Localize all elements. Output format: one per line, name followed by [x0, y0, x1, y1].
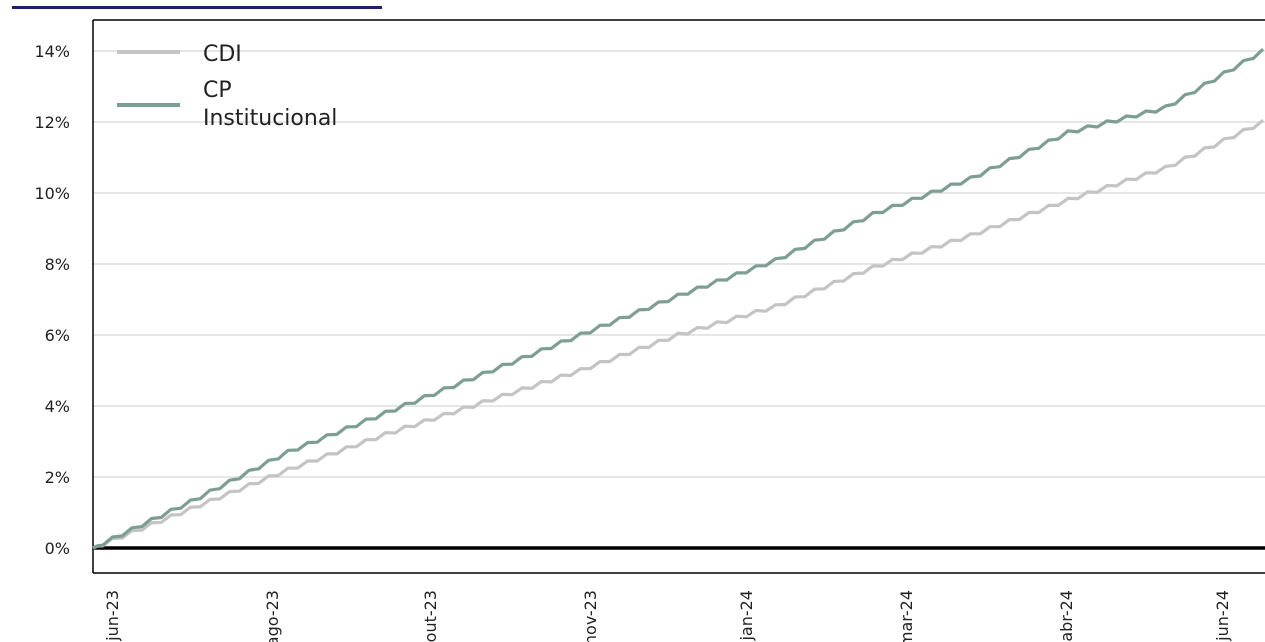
x-tick-label: out-23	[421, 590, 440, 642]
x-axis-ticks: jun-23 ago-23 out-23 nov-23 jan-24 mar-24 abr-…	[103, 590, 1232, 642]
plot-frame	[92, 19, 1265, 574]
y-tick-label: 2%	[45, 468, 70, 487]
legend-label-cp-institucional: CP Institucional	[203, 78, 337, 131]
series-line-cdi	[92, 118, 1265, 550]
x-tick-label: jun-24	[1213, 590, 1232, 642]
y-tick-label: 6%	[45, 326, 70, 345]
y-tick-label: 10%	[34, 184, 70, 203]
legend-label-cdi: CDI	[203, 42, 242, 67]
y-tick-label: 8%	[45, 255, 70, 274]
y-tick-label: 0%	[45, 539, 70, 558]
series-lines	[92, 48, 1265, 550]
gridlines	[93, 50, 1265, 478]
y-tick-label: 14%	[34, 42, 70, 61]
x-tick-label: mar-24	[897, 590, 916, 642]
title-strip	[0, 0, 1265, 10]
x-tick-label: jan-24	[737, 590, 756, 642]
x-tick-label: abr-24	[1057, 590, 1076, 642]
x-tick-label: ago-23	[263, 590, 282, 642]
x-tick-label: nov-23	[581, 590, 600, 642]
y-tick-label: 12%	[34, 113, 70, 132]
legend: CDI CP Institucional	[117, 42, 337, 131]
y-tick-label: 4%	[45, 397, 70, 416]
y-axis-ticks: 0% 2% 4% 6% 8% 10% 12% 14%	[34, 42, 70, 558]
x-tick-label: jun-23	[103, 590, 122, 642]
series-line-cp-institucional	[92, 48, 1265, 550]
title-rule	[12, 6, 382, 9]
